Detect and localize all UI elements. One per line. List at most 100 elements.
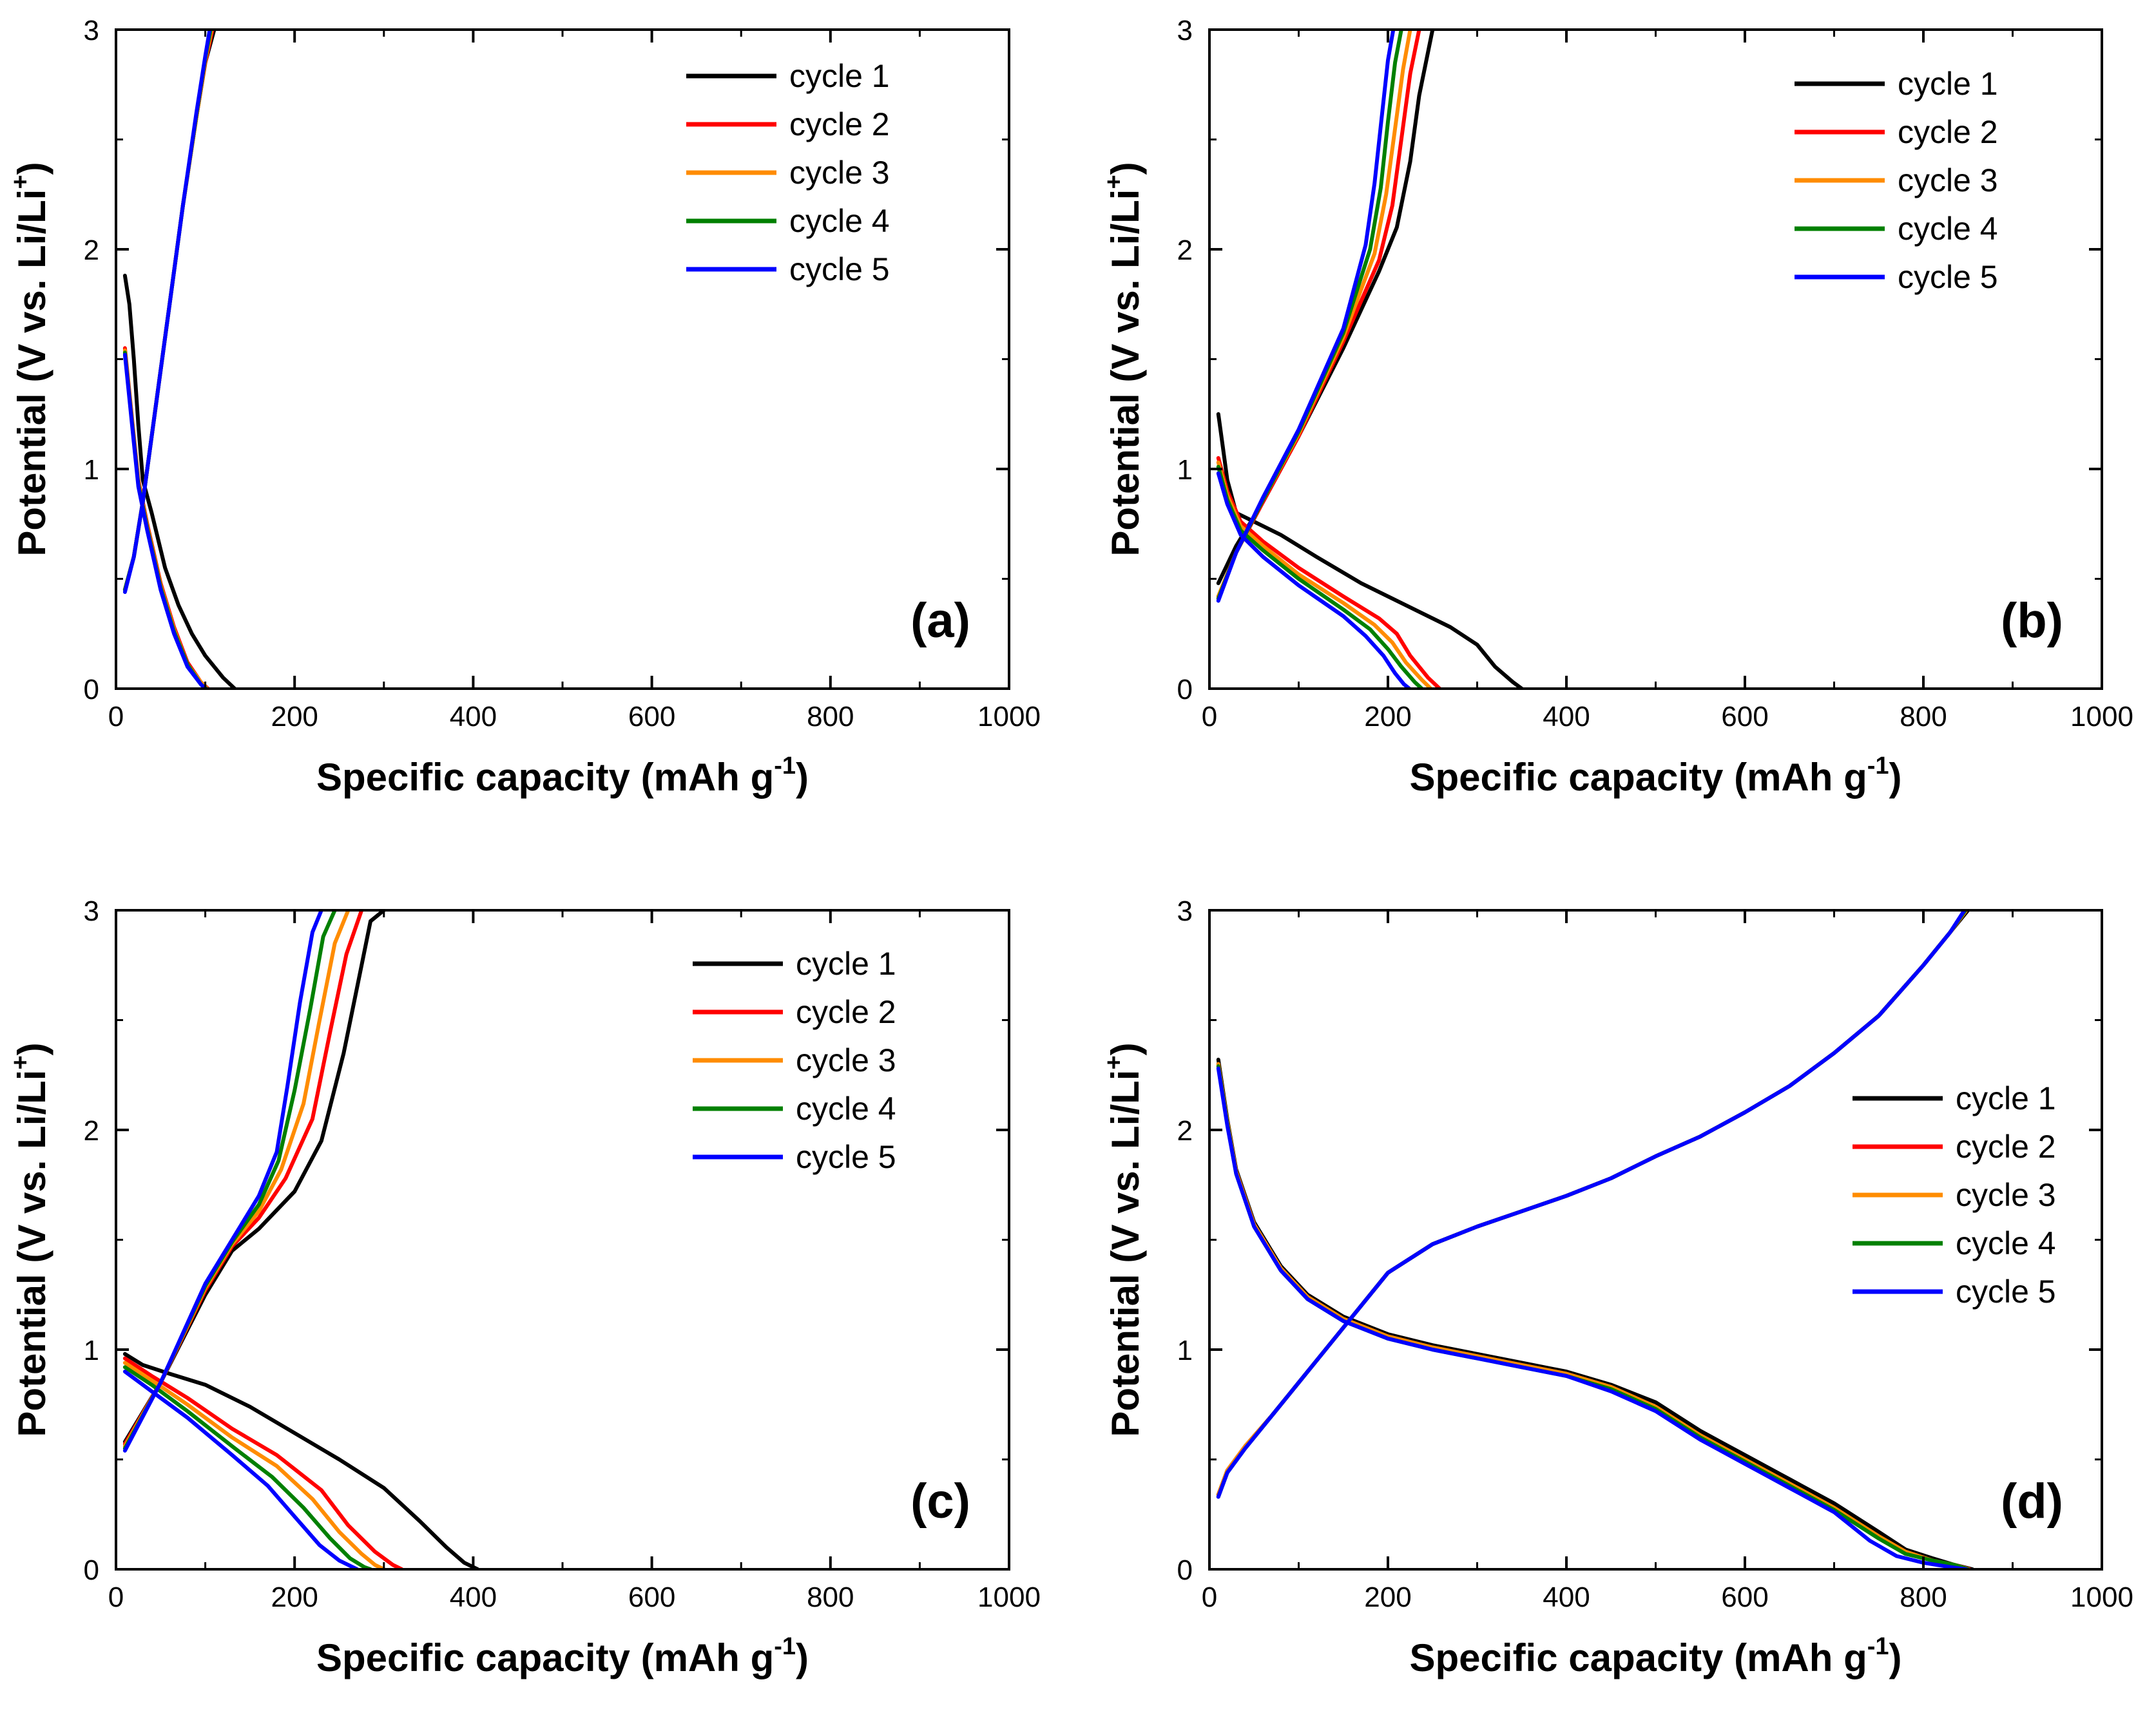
y-axis-title-superscript: + (7, 1055, 34, 1069)
series-line-cycle-5-discharge (1216, 471, 1412, 689)
x-tick-label: 1000 (2070, 1582, 2133, 1613)
legend-label-cycle-4: cycle 4 (796, 1091, 896, 1127)
legend-label-cycle-3: cycle 3 (1898, 162, 1998, 198)
y-tick-label: 2 (84, 1115, 99, 1147)
y-axis-title-superscript: + (1101, 175, 1128, 189)
series-line-cycle-3-discharge (122, 1361, 386, 1569)
x-axis-title-text: Specific capacity (mAh g (1410, 1636, 1867, 1679)
plot-area (122, 30, 237, 689)
y-axis-title-close: ) (1104, 162, 1147, 175)
series-line-cycle-1-discharge (1216, 412, 1524, 689)
legend-label-cycle-5: cycle 5 (1956, 1274, 2056, 1310)
panel-label: (b) (2001, 593, 2063, 648)
y-axis-title-text: Potential (V vs. Li/Li (1104, 189, 1147, 557)
x-tick-label: 600 (628, 701, 675, 732)
x-tick-label: 200 (271, 1582, 318, 1613)
series-line-cycle-5-charge (122, 30, 212, 594)
y-tick-label: 3 (1177, 895, 1193, 927)
y-axis-title-text: Potential (V vs. Li/Li (10, 1070, 53, 1437)
legend-label-cycle-5: cycle 5 (1898, 259, 1998, 295)
x-tick-label: 0 (1202, 701, 1217, 732)
y-axis-title-text: Potential (V vs. Li/Li (10, 189, 53, 557)
legend-label-cycle-5: cycle 5 (796, 1139, 896, 1175)
legend-label-cycle-2: cycle 2 (1898, 114, 1998, 150)
panel-label: (d) (2001, 1474, 2063, 1529)
y-tick-label: 0 (1177, 674, 1193, 705)
y-tick-label: 1 (1177, 454, 1193, 486)
legend-label-cycle-3: cycle 3 (1956, 1177, 2056, 1213)
legend-label-cycle-4: cycle 4 (1898, 211, 1998, 247)
y-tick-label: 1 (1177, 1335, 1193, 1366)
y-tick-label: 0 (1177, 1554, 1193, 1586)
y-tick-label: 3 (84, 895, 99, 927)
x-axis-title: Specific capacity (mAh g-1) (316, 1633, 809, 1679)
panel-1: 0 200 400 600 800 1000 0 1 2 3 Specific capacity (… (7, 15, 1041, 799)
x-axis-title-superscript: -1 (1867, 752, 1889, 779)
y-axis-title: Potential (V vs. Li/Li+) (7, 1042, 53, 1437)
panel-label: (a) (910, 593, 970, 648)
x-tick-label: 1000 (2070, 701, 2133, 732)
legend-label-cycle-4: cycle 4 (1956, 1225, 2056, 1261)
x-tick-label: 400 (1543, 1582, 1590, 1613)
y-axis-title-text: Potential (V vs. Li/Li (1104, 1070, 1147, 1437)
y-axis-title: Potential (V vs. Li/Li+) (1101, 1042, 1147, 1437)
plot-area (1216, 30, 1524, 689)
series-line-cycle-5-discharge (1216, 1066, 1968, 1569)
y-axis-title-superscript: + (1101, 1055, 1128, 1069)
x-tick-label: 0 (108, 701, 124, 732)
x-tick-label: 800 (1900, 701, 1947, 732)
y-axis-title: Potential (V vs. Li/Li+) (7, 162, 53, 556)
x-tick-label: 400 (1543, 701, 1590, 732)
x-axis-title-close: ) (1889, 1636, 1902, 1679)
series-line-cycle-2-discharge (122, 1356, 404, 1569)
legend-label-cycle-1: cycle 1 (1898, 66, 1998, 102)
series-line-cycle-5-discharge (122, 1370, 360, 1569)
legend: cycle 1 cycle 2 cycle 3 cycle 4 cycle 5 (686, 58, 890, 287)
legend-label-cycle-2: cycle 2 (796, 994, 896, 1030)
x-tick-label: 400 (450, 1582, 497, 1613)
y-tick-label: 1 (84, 454, 99, 486)
series-line-cycle-4-discharge (122, 1365, 372, 1569)
x-axis-title-close: ) (796, 756, 809, 799)
legend-label-cycle-4: cycle 4 (789, 203, 890, 239)
y-tick-label: 0 (84, 1554, 99, 1586)
legend-label-cycle-3: cycle 3 (789, 155, 890, 191)
x-axis-title: Specific capacity (mAh g-1) (1410, 1633, 1902, 1679)
panel-2: 0 200 400 600 800 1000 0 1 2 3 Specific capacity (… (1101, 15, 2133, 799)
x-tick-label: 400 (450, 701, 497, 732)
x-axis-title-superscript: -1 (1867, 1633, 1889, 1660)
x-axis-title-superscript: -1 (774, 1633, 796, 1660)
x-tick-label: 200 (1364, 701, 1411, 732)
plot-area (122, 910, 480, 1569)
y-tick-label: 0 (84, 674, 99, 705)
x-tick-label: 800 (1900, 1582, 1947, 1613)
x-tick-label: 1000 (977, 1582, 1041, 1613)
legend: cycle 1 cycle 2 cycle 3 cycle 4 cycle 5 (1795, 66, 1998, 295)
panel-4: 0 200 400 600 800 1000 0 1 2 3 Specific capacity (… (1101, 895, 2133, 1679)
x-axis-title-text: Specific capacity (mAh g (316, 1636, 774, 1679)
legend-label-cycle-1: cycle 1 (789, 58, 890, 94)
legend-label-cycle-1: cycle 1 (1956, 1080, 2056, 1116)
legend: cycle 1 cycle 2 cycle 3 cycle 4 cycle 5 (1853, 1080, 2056, 1310)
series-line-cycle-5-discharge (122, 352, 207, 689)
x-tick-label: 600 (628, 1582, 675, 1613)
y-axis-title-superscript: + (7, 175, 34, 189)
x-axis-title-text: Specific capacity (mAh g (1410, 756, 1867, 799)
series-line-cycle-5-charge (1216, 910, 1967, 1499)
panel-3: 0 200 400 600 800 1000 0 1 2 3 Specific capacity (… (7, 895, 1041, 1679)
legend-label-cycle-2: cycle 2 (789, 106, 890, 142)
y-tick-label: 3 (1177, 15, 1193, 46)
x-axis-title-text: Specific capacity (mAh g (316, 756, 774, 799)
x-tick-label: 600 (1721, 701, 1768, 732)
x-tick-label: 600 (1721, 1582, 1768, 1613)
x-tick-label: 1000 (977, 701, 1041, 732)
y-tick-label: 3 (84, 15, 99, 46)
x-tick-label: 0 (1202, 1582, 1217, 1613)
y-tick-label: 1 (84, 1335, 99, 1366)
x-axis-title-superscript: -1 (774, 752, 796, 779)
y-axis-title-close: ) (1104, 1042, 1147, 1055)
x-axis-title-close: ) (796, 1636, 809, 1679)
y-axis-title-close: ) (10, 162, 53, 175)
series-line-cycle-1-discharge (122, 273, 237, 689)
